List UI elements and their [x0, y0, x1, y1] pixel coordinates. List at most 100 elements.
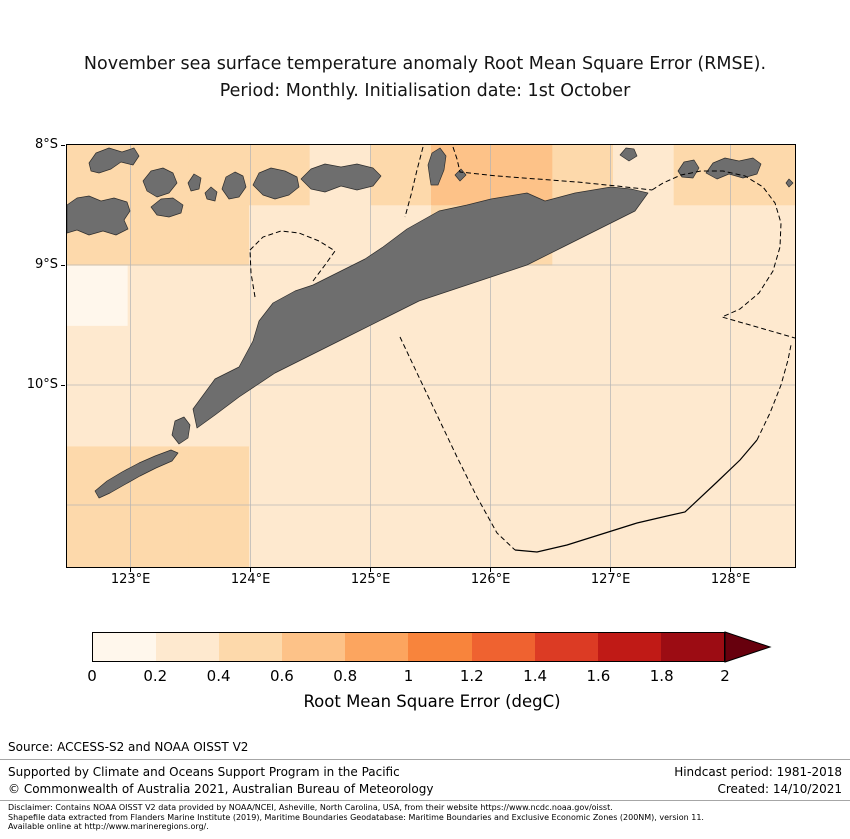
heatmap-cell [249, 506, 311, 567]
heatmap-cell [734, 386, 795, 448]
island-polygon [785, 178, 794, 188]
x-tick-label: 127°E [590, 572, 631, 587]
copyright-text: © Commonwealth of Australia 2021, Austra… [8, 782, 434, 796]
heatmap-cell [552, 265, 614, 327]
heatmap-cell [431, 506, 493, 567]
heatmap-cell [309, 506, 371, 567]
heatmap-cell [613, 386, 675, 448]
island-polygon [171, 416, 191, 445]
maritime-boundary-dashed [249, 249, 256, 298]
maritime-boundary-dashed [756, 344, 792, 441]
colorbar-extend-arrow [724, 631, 772, 663]
heatmap-cell [309, 386, 371, 448]
title-line-1: November sea surface temperature anomaly… [83, 54, 767, 74]
colorbar-tick-label: 0.8 [333, 667, 358, 685]
colorbar-tick-label: 0.2 [143, 667, 168, 685]
heatmap-cell [67, 325, 129, 387]
island-polygon [67, 195, 131, 236]
island-polygon [454, 168, 467, 182]
heatmap-cell [491, 265, 553, 327]
supported-by-text: Supported by Climate and Oceans Support … [8, 765, 400, 779]
heatmap-cell [127, 506, 189, 567]
heatmap-cell [188, 265, 250, 327]
heatmap-cell [673, 205, 735, 267]
maritime-boundary-dashed [399, 336, 516, 551]
heatmap-cell [613, 506, 675, 567]
heatmap-cell [370, 325, 432, 387]
island-polygon [187, 173, 202, 192]
island-polygon [221, 171, 247, 200]
colorbar-segment [597, 633, 661, 661]
heatmap-cell [370, 506, 432, 567]
y-tick-label: 8°S [34, 137, 58, 152]
heatmap-cell [127, 265, 189, 327]
heatmap-cell [249, 446, 311, 508]
colorbar-tick-label: 1.6 [586, 667, 611, 685]
heatmap-cell [67, 386, 129, 448]
heatmap-cell [613, 265, 675, 327]
colorbar-segment [345, 633, 409, 661]
heatmap-cell [552, 325, 614, 387]
heatmap-cell [431, 446, 493, 508]
footer-row-2: © Commonwealth of Australia 2021, Austra… [8, 782, 842, 797]
colorbar-ticks: 0 0.2 0.4 0.6 0.8 1 1.2 1.4 1.6 1.8 2 [87, 667, 732, 687]
divider-top [0, 759, 850, 760]
island-polygon [252, 167, 300, 200]
heatmap-cell [673, 446, 735, 508]
heatmap-cell [734, 325, 795, 387]
maritime-boundary-dashed [651, 170, 795, 339]
heatmap-cell [734, 446, 795, 508]
heatmap-cell [67, 506, 129, 567]
heatmap-cell [67, 265, 129, 327]
heatmap-cell [309, 205, 371, 267]
colorbar-tick-label: 0 [87, 667, 97, 685]
colorbar-tick-label: 1.4 [523, 667, 548, 685]
heatmap-cell [127, 325, 189, 387]
disclaimer-line-1: Disclaimer: Contains NOAA OISST V2 data … [8, 803, 613, 812]
y-tick-label: 10°S [26, 377, 58, 392]
island-polygon [619, 147, 638, 162]
heatmap-cell [249, 205, 311, 267]
island-polygon [192, 186, 649, 429]
figure-title: November sea surface temperature anomaly… [0, 51, 850, 105]
heatmap-cell [309, 446, 371, 508]
heatmap-cell [491, 325, 553, 387]
x-axis: 123°E 124°E 125°E 126°E 127°E 128°E [0, 572, 850, 590]
colorbar-segment [660, 633, 724, 661]
heatmap-cell [673, 325, 735, 387]
heatmap-cell [188, 506, 250, 567]
colorbar [92, 632, 725, 662]
colorbar-segment [408, 633, 472, 661]
x-tick-label: 126°E [470, 572, 511, 587]
footer-row-1: Supported by Climate and Oceans Support … [8, 765, 842, 780]
heatmap-cell [370, 446, 432, 508]
colorbar-segment [219, 633, 283, 661]
heatmap-cell [491, 386, 553, 448]
hindcast-period-text: Hindcast period: 1981-2018 [674, 765, 842, 779]
heatmap-cell [552, 506, 614, 567]
maritime-boundary-solid [514, 439, 758, 553]
island-polygon [204, 186, 218, 202]
colorbar-tick-label: 0.6 [269, 667, 294, 685]
heatmap-cell [734, 205, 795, 267]
title-line-2: Period: Monthly. Initialisation date: 1s… [219, 81, 631, 101]
heatmap-cell [431, 325, 493, 387]
heatmap-cell [673, 265, 735, 327]
colorbar-label: Root Mean Square Error (degC) [303, 692, 561, 711]
island-polygon [677, 159, 700, 179]
y-axis: 8°S 9°S 10°S [0, 0, 64, 600]
colorbar-segment [282, 633, 346, 661]
maritime-boundary-dashed [404, 146, 424, 218]
heatmap-cell [249, 386, 311, 448]
rmse-map [67, 145, 795, 567]
heatmap-cell [613, 325, 675, 387]
colorbar-tick-label: 2 [720, 667, 730, 685]
source-text: Source: ACCESS-S2 and NOAA OISST V2 [8, 740, 249, 754]
island-polygon [300, 163, 382, 193]
heatmap-cell [734, 506, 795, 567]
colorbar-tick-label: 1.2 [459, 667, 484, 685]
heatmap-cell [613, 446, 675, 508]
heatmap-cell [673, 506, 735, 567]
island-polygon [150, 197, 184, 218]
disclaimer-text: Disclaimer: Contains NOAA OISST V2 data … [8, 803, 848, 832]
